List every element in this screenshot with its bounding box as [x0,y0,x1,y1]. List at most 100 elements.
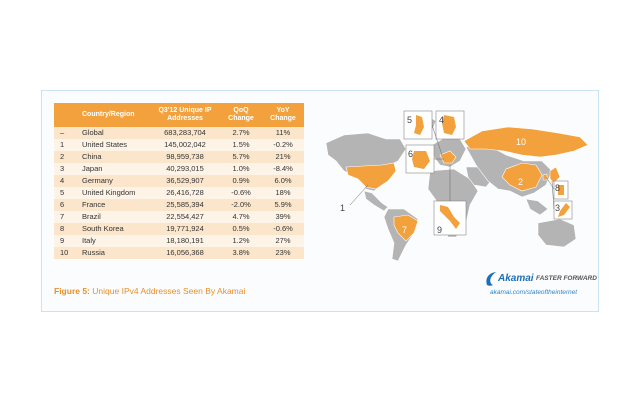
cell-ips: 26,416,728 [150,187,220,199]
table-row: 3 Japan 40,293,015 1.0% -8.4% [54,163,304,175]
brand-url-link[interactable]: akamai.com/stateoftheinternet [490,289,578,296]
cell-country: Brazil [80,211,150,223]
cell-country: United States [80,139,150,151]
brand-tagline: FASTER FORWARD [536,275,597,282]
cell-rank: 9 [54,235,80,247]
cell-rank: 5 [54,187,80,199]
cell-yoy: 21% [262,151,304,163]
map-label-3: 3 [555,203,560,213]
cell-country: China [80,151,150,163]
world-map: 1 2 3 4 5 6 7 8 9 10 [325,110,589,262]
inset-italy [440,205,460,229]
cell-rank: – [54,127,80,139]
cell-yoy: 27% [262,235,304,247]
inset-germany [442,115,456,135]
header-ips: Q3'12 Unique IP Addresses [150,103,220,127]
ip-addresses-table: Country/Region Q3'12 Unique IP Addresses… [54,103,304,259]
cell-ips: 16,056,368 [150,247,220,259]
cell-country: Russia [80,247,150,259]
region-japan [549,166,561,184]
cell-qoq: 3.8% [220,247,262,259]
cell-qoq: 0.9% [220,175,262,187]
map-label-4: 4 [439,115,444,125]
region-south-korea [542,173,548,181]
leader-5 [431,124,443,156]
cell-yoy: -0.2% [262,139,304,151]
table-row: 10 Russia 16,056,368 3.8% 23% [54,247,304,259]
cell-qoq: 1.2% [220,235,262,247]
akamai-swoosh-icon [486,272,496,286]
caption-prefix: Figure 5: [54,286,90,296]
header-yoy: YoY Change [262,103,304,127]
cell-ips: 683,283,704 [150,127,220,139]
cell-qoq: -0.6% [220,187,262,199]
cell-yoy: -8.4% [262,163,304,175]
caption-text: Unique IPv4 Addresses Seen By Akamai [92,286,246,296]
region-europe-group [439,150,457,164]
cell-rank: 4 [54,175,80,187]
leader-1 [349,184,369,206]
map-label-2: 2 [518,177,523,187]
cell-yoy: 23% [262,247,304,259]
table-row: 7 Brazil 22,554,427 4.7% 39% [54,211,304,223]
cell-yoy: 39% [262,211,304,223]
cell-qoq: 2.7% [220,127,262,139]
cell-country: Germany [80,175,150,187]
table-row: 6 France 25,585,394 -2.0% 5.9% [54,199,304,211]
cell-yoy: -0.6% [262,223,304,235]
cell-ips: 22,554,427 [150,211,220,223]
cell-country: France [80,199,150,211]
table-row: 9 Italy 18,180,191 1.2% 27% [54,235,304,247]
table-row: 5 United Kingdom 26,416,728 -0.6% 18% [54,187,304,199]
cell-yoy: 5.9% [262,199,304,211]
map-label-1: 1 [340,203,345,213]
cell-qoq: 1.5% [220,139,262,151]
cell-rank: 7 [54,211,80,223]
cell-rank: 8 [54,223,80,235]
cell-rank: 2 [54,151,80,163]
map-label-7: 7 [402,225,407,235]
figure-caption: Figure 5: Unique IPv4 Addresses Seen By … [54,286,245,296]
region-china [501,162,543,192]
region-russia [463,126,589,158]
table-header-row: Country/Region Q3'12 Unique IP Addresses… [54,103,304,127]
cell-ips: 25,585,394 [150,199,220,211]
brand-name: Akamai [498,273,534,284]
map-label-5: 5 [407,115,412,125]
cell-ips: 40,293,015 [150,163,220,175]
inset-japan [558,203,570,217]
cell-country: Global [80,127,150,139]
map-label-6: 6 [408,149,413,159]
cell-yoy: 18% [262,187,304,199]
cell-qoq: 5.7% [220,151,262,163]
land-central-america [363,190,389,212]
cell-ips: 36,529,907 [150,175,220,187]
table-row: 8 South Korea 19,771,924 0.5% -0.6% [54,223,304,235]
region-united-states [345,162,397,190]
land-australia [537,218,577,248]
cell-qoq: -2.0% [220,199,262,211]
land-southeast-asia [525,198,549,216]
header-country: Country/Region [80,103,150,127]
cell-qoq: 0.5% [220,223,262,235]
table-row: – Global 683,283,704 2.7% 11% [54,127,304,139]
cell-yoy: 11% [262,127,304,139]
map-label-9: 9 [437,225,442,235]
cell-qoq: 4.7% [220,211,262,223]
table-row: 2 China 98,959,738 5.7% 21% [54,151,304,163]
table-row: 1 United States 145,002,042 1.5% -0.2% [54,139,304,151]
cell-qoq: 1.0% [220,163,262,175]
leader-3 [551,180,555,210]
cell-ips: 98,959,738 [150,151,220,163]
inset-south-korea [558,185,564,195]
cell-rank: 1 [54,139,80,151]
cell-rank: 3 [54,163,80,175]
header-qoq: QoQ Change [220,103,262,127]
cell-country: Italy [80,235,150,247]
akamai-logo: Akamai FASTER FORWARD akamai.com/stateof… [480,270,597,304]
cell-ips: 19,771,924 [150,223,220,235]
cell-rank: 10 [54,247,80,259]
header-rank [54,103,80,127]
inset-uk [414,115,424,135]
cell-ips: 145,002,042 [150,139,220,151]
